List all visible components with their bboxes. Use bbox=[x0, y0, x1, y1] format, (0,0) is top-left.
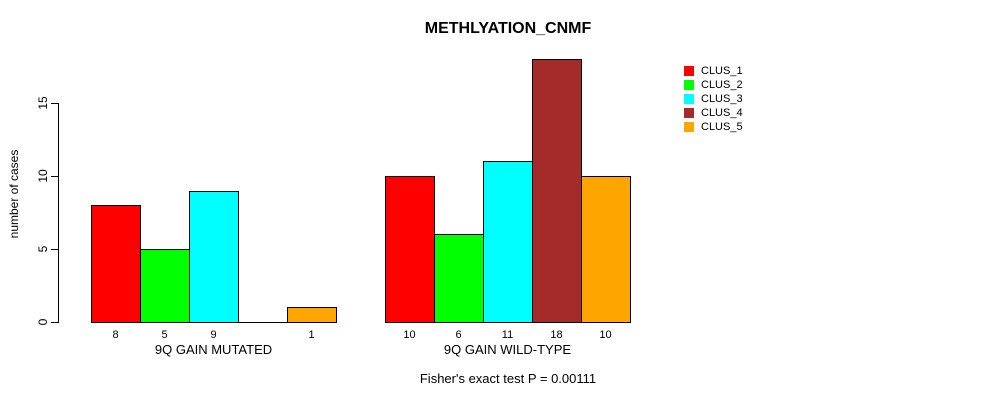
legend-swatch-icon bbox=[684, 122, 694, 132]
bar-clus_5-2 bbox=[581, 176, 631, 323]
legend-swatch-icon bbox=[684, 94, 694, 104]
legend-label: CLUS_2 bbox=[701, 78, 743, 91]
bar-clus_2-1 bbox=[140, 249, 190, 323]
bar-value-label: 10 bbox=[403, 329, 416, 341]
bar-clus_3-2 bbox=[483, 161, 533, 323]
bar-clus_4-2 bbox=[532, 59, 582, 323]
y-axis-tick-label: 0 bbox=[36, 318, 50, 326]
legend-item-clus_5: CLUS_5 bbox=[684, 120, 743, 134]
legend-label: CLUS_5 bbox=[701, 120, 743, 133]
legend-item-clus_2: CLUS_2 bbox=[684, 78, 743, 92]
legend-label: CLUS_3 bbox=[701, 92, 743, 105]
legend-swatch-icon bbox=[684, 108, 694, 118]
bar-value-label: 10 bbox=[599, 329, 612, 341]
y-axis-tick bbox=[51, 103, 58, 104]
bar-value-label: 1 bbox=[308, 329, 315, 341]
legend: CLUS_1 CLUS_2 CLUS_3 CLUS_4 CLUS_5 bbox=[684, 64, 743, 134]
bar-value-label: 11 bbox=[501, 329, 514, 341]
y-axis-tick-label: 5 bbox=[36, 245, 50, 253]
bar-value-label: 9 bbox=[210, 329, 217, 341]
y-axis-tick bbox=[51, 176, 58, 177]
y-axis-tick-label: 10 bbox=[36, 169, 50, 183]
legend-item-clus_4: CLUS_4 bbox=[684, 106, 743, 120]
y-axis-tick-label: 15 bbox=[36, 96, 50, 110]
legend-item-clus_3: CLUS_3 bbox=[684, 92, 743, 106]
bar-clus_1-1 bbox=[91, 205, 141, 323]
legend-swatch-icon bbox=[684, 66, 694, 76]
bar-value-label: 5 bbox=[161, 329, 168, 341]
chart-title: METHLYATION_CNMF bbox=[424, 20, 592, 37]
bar-clus_1-2 bbox=[385, 176, 435, 323]
bar-clus_3-1 bbox=[189, 190, 239, 323]
bar-clus_2-2 bbox=[434, 234, 484, 323]
bar-clus_5-1 bbox=[287, 307, 337, 323]
legend-label: CLUS_1 bbox=[701, 64, 743, 77]
legend-swatch-icon bbox=[684, 80, 694, 90]
bar-value-label: 6 bbox=[455, 329, 462, 341]
bar-value-label: 8 bbox=[112, 329, 119, 341]
x-axis-group-label: 9Q GAIN MUTATED bbox=[154, 342, 273, 357]
y-axis-line bbox=[58, 103, 59, 323]
bar-value-label: 18 bbox=[550, 329, 563, 341]
legend-item-clus_1: CLUS_1 bbox=[684, 64, 743, 78]
legend-label: CLUS_4 bbox=[701, 106, 743, 119]
x-axis-group-label: 9Q GAIN WILD-TYPE bbox=[443, 342, 572, 357]
y-axis-tick bbox=[51, 322, 58, 323]
y-axis-tick bbox=[51, 249, 58, 250]
annotation-fisher-test: Fisher's exact test P = 0.00111 bbox=[419, 371, 597, 386]
